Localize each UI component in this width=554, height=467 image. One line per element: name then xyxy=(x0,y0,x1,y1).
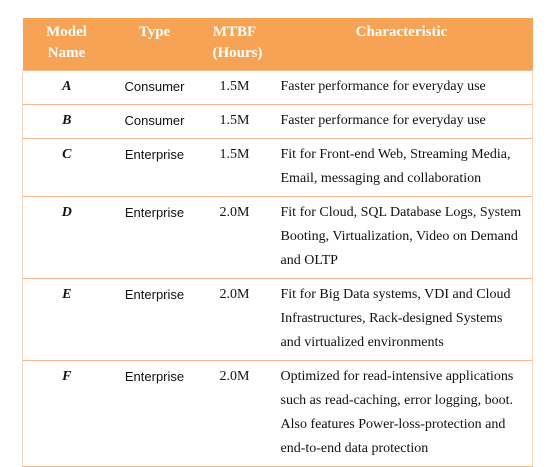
cell-mtbf: 1.5M xyxy=(198,104,271,139)
table-row: D Enterprise 2.0M Fit for Cloud, SQL Databa… xyxy=(22,196,533,279)
cell-type: Enterprise xyxy=(110,196,199,279)
cell-mtbf: 2.0M xyxy=(198,196,271,279)
cell-model: B xyxy=(22,104,111,139)
cell-model: A xyxy=(22,70,111,105)
header-cell: Type xyxy=(110,18,199,71)
spec-table: Model Name Type MTBF (Hours) Characteristic… xyxy=(22,18,533,467)
cell-mtbf: 1.5M xyxy=(198,138,271,197)
table-row: E Enterprise 2.0M Fit for Big Data systems,… xyxy=(22,278,533,361)
cell-type: Enterprise xyxy=(110,360,199,467)
page: Model Name Type MTBF (Hours) Characteristic… xyxy=(22,18,533,467)
header-cell: Model Name xyxy=(22,18,111,71)
cell-type: Enterprise xyxy=(110,138,199,197)
table-row: B Consumer 1.5M Faster performance for ever… xyxy=(22,104,533,139)
cell-type: Consumer xyxy=(110,104,199,139)
cell-mtbf: 2.0M xyxy=(198,278,271,361)
header-cell: Characteristic xyxy=(270,18,533,71)
header-row: Model Name Type MTBF (Hours) Characteristic xyxy=(22,18,533,71)
cell-desc: Optimized for read-intensive application… xyxy=(270,360,533,467)
cell-model: E xyxy=(22,278,111,361)
cell-desc: Faster performance for everyday use xyxy=(270,104,533,139)
cell-type: Consumer xyxy=(110,70,199,105)
cell-mtbf: 2.0M xyxy=(198,360,271,467)
cell-desc: Fit for Cloud, SQL Database Logs, System… xyxy=(270,196,533,279)
table-row: C Enterprise 1.5M Fit for Front-end Web, St… xyxy=(22,138,533,197)
cell-desc: Fit for Front-end Web, Streaming Media, … xyxy=(270,138,533,197)
cell-model: D xyxy=(22,196,111,279)
cell-desc: Faster performance for everyday use xyxy=(270,70,533,105)
table-body: A Consumer 1.5M Faster performance for ever… xyxy=(22,70,533,467)
table-row: F Enterprise 2.0M Optimized for read-intens… xyxy=(22,360,533,467)
table-container: Model Name Type MTBF (Hours) Characteristic… xyxy=(22,18,533,467)
cell-mtbf: 1.5M xyxy=(198,70,271,105)
cell-desc: Fit for Big Data systems, VDI and Cloud … xyxy=(270,278,533,361)
table-row: A Consumer 1.5M Faster performance for ever… xyxy=(22,70,533,105)
cell-type: Enterprise xyxy=(110,278,199,361)
header-cell: MTBF (Hours) xyxy=(198,18,271,71)
cell-model: F xyxy=(22,360,111,467)
cell-model: C xyxy=(22,138,111,197)
